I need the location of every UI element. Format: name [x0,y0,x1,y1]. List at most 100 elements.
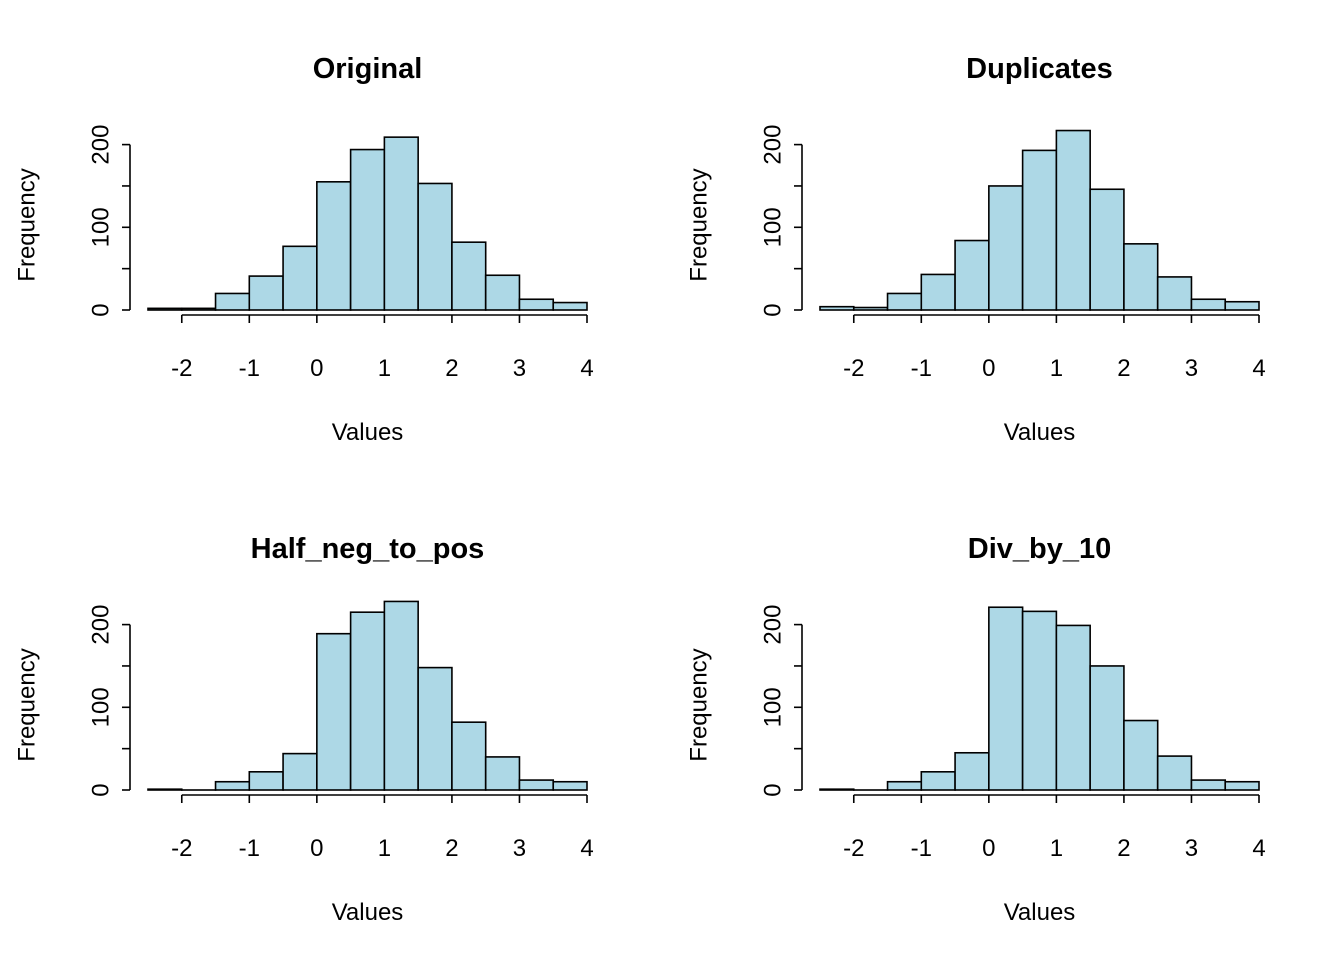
y-tick-label: 100 [759,207,786,247]
x-tick-label: 2 [445,835,458,862]
panel-title: Half_neg_to_pos [251,533,485,565]
histogram-bar [552,780,588,791]
x-tick-label: 2 [445,355,458,382]
x-tick-label: 0 [310,355,323,382]
histogram-bar [214,780,251,791]
x-tick-label: 4 [580,355,593,382]
x-tick-label: -1 [239,835,260,862]
histogram-bar [282,245,318,311]
y-tick-label: 200 [759,605,786,645]
x-tick-label: 1 [378,835,391,862]
x-tick-label: 3 [1185,355,1198,382]
x-axis: -2 -1 0 1 2 3 4 [171,794,594,862]
y-axis-label: Frequency [685,648,712,761]
histogram-bar [180,307,217,311]
histogram-bar [1224,300,1260,311]
y-tick-label: 100 [87,207,114,247]
histogram-bar [920,771,956,791]
x-axis-label: Values [1004,899,1076,926]
histogram-bar [886,292,923,311]
histogram-bar [1089,188,1125,311]
histogram-bar [1190,779,1227,791]
y-axis: 0 100 200 [759,605,803,797]
histogram-bar [349,611,386,791]
histogram-bar [1190,298,1227,311]
x-axis: -2 -1 0 1 2 3 4 [171,314,594,382]
y-axis-label: Frequency [685,168,712,281]
panel-half-neg-to-pos: Half_neg_to_pos Values Frequency -2 -1 0 1 2… [13,533,593,926]
x-tick-label: 1 [378,355,391,382]
x-axis-label: Values [332,419,404,446]
y-tick-label: 100 [87,687,114,727]
histogram-bar [248,275,284,311]
histogram-bar [1055,624,1091,791]
panel-div-by-10: Div_by_10 Values Frequency -2 -1 0 1 2 3 4 0 10… [685,533,1265,926]
panel-title: Duplicates [966,53,1113,85]
y-axis-label: Frequency [13,648,40,761]
histogram-bar [451,721,487,791]
x-tick-label: -1 [911,355,932,382]
y-tick-label: 0 [759,783,786,796]
histogram-bar [988,185,1024,311]
histogram-bar [819,305,855,311]
histogram-bar [484,274,521,311]
histogram-bar [248,771,284,791]
y-axis: 0 100 200 [87,125,131,317]
histogram-bar [147,788,183,791]
y-tick-label: 0 [759,303,786,316]
bars [147,136,588,311]
x-tick-label: 1 [1050,835,1063,862]
y-tick-label: 200 [87,605,114,645]
x-tick-label: 2 [1117,355,1130,382]
histogram-bar [383,136,419,311]
x-tick-label: 0 [310,835,323,862]
histogram-bar [282,752,318,791]
x-axis: -2 -1 0 1 2 3 4 [843,794,1266,862]
x-tick-label: 0 [982,355,995,382]
x-tick-label: 0 [982,835,995,862]
x-tick-label: -2 [171,835,192,862]
histogram-bar [1224,780,1260,791]
x-tick-label: -2 [171,355,192,382]
x-tick-label: 4 [1252,355,1265,382]
histogram-bar [1089,665,1125,791]
histogram-bar [886,780,923,791]
x-axis: -2 -1 0 1 2 3 4 [843,314,1266,382]
histogram-bar [1021,610,1058,791]
panel-duplicates: Duplicates Values Frequency -2 -1 0 1 2 3 4 0 1… [685,53,1265,446]
y-tick-label: 100 [759,687,786,727]
panel-title: Div_by_10 [968,533,1112,565]
x-tick-label: 4 [1252,835,1265,862]
y-tick-label: 200 [759,125,786,165]
x-tick-label: 3 [513,835,526,862]
histogram-bar [316,181,352,311]
x-tick-label: -2 [843,355,864,382]
histogram-bar [1055,129,1091,311]
histogram-bar [417,666,453,791]
histogram-bar [954,239,990,311]
x-axis-label: Values [1004,419,1076,446]
x-tick-label: -2 [843,835,864,862]
histogram-bar [316,632,352,791]
x-tick-label: 4 [580,835,593,862]
histogram-bar [1123,243,1159,311]
panel-title: Original [313,53,423,85]
histogram-bar [819,788,855,791]
histogram-bar [954,751,990,791]
x-axis-label: Values [332,899,404,926]
histogram-bar [518,298,555,311]
histogram-bar [552,301,588,311]
histogram-bar [1156,276,1193,311]
histogram-bar [988,606,1024,791]
x-tick-label: 3 [1185,835,1198,862]
x-tick-label: 1 [1050,355,1063,382]
y-tick-label: 0 [87,783,114,796]
y-tick-label: 0 [87,303,114,316]
x-tick-label: 3 [513,355,526,382]
bars [819,129,1260,311]
x-tick-label: 2 [1117,835,1130,862]
histogram-bar [214,292,251,311]
histogram-bar [518,779,555,791]
